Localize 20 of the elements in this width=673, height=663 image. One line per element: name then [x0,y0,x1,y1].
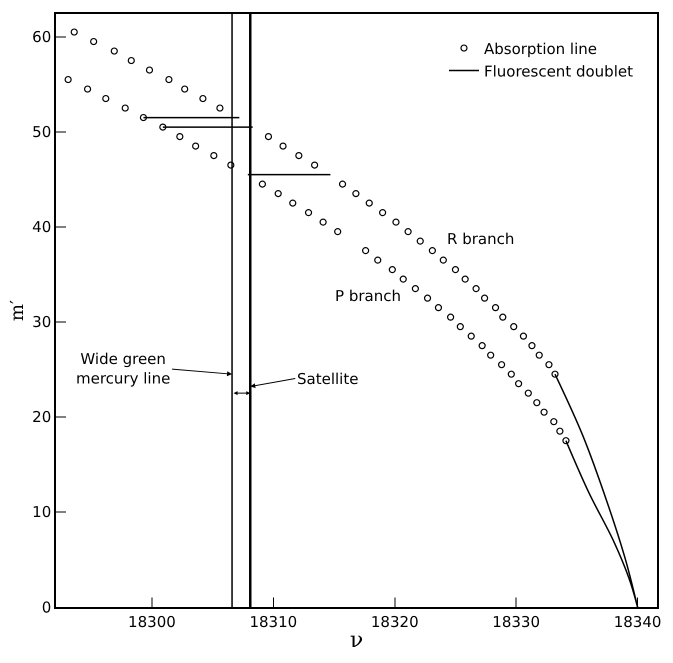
y-tick-label: 0 [42,598,52,616]
x-tick-label: 18320 [370,612,419,631]
x-axis-title: ν [350,628,364,654]
y-tick-label: 50 [32,123,52,142]
annotation: P branch [335,287,401,305]
y-axis-title: m′ [6,300,28,322]
y-tick-label: 60 [32,28,52,46]
y-tick-label: 10 [32,503,52,522]
x-tick-label: 18300 [128,612,176,631]
x-tick-label: 18310 [249,612,298,631]
ref-line-label: Wide green mercury line [76,350,170,388]
legend-label: Absorption line [484,40,598,58]
y-tick-label: 30 [32,313,52,332]
legend-label: Fluorescent doublet [484,62,634,80]
y-tick-label: 20 [32,408,52,426]
annotation: R branch [447,230,514,248]
y-tick-label: 40 [32,218,52,236]
ref-line-label: Satellite [297,370,358,388]
x-tick-label: 18340 [614,612,662,631]
x-tick-label: 18330 [492,612,540,631]
